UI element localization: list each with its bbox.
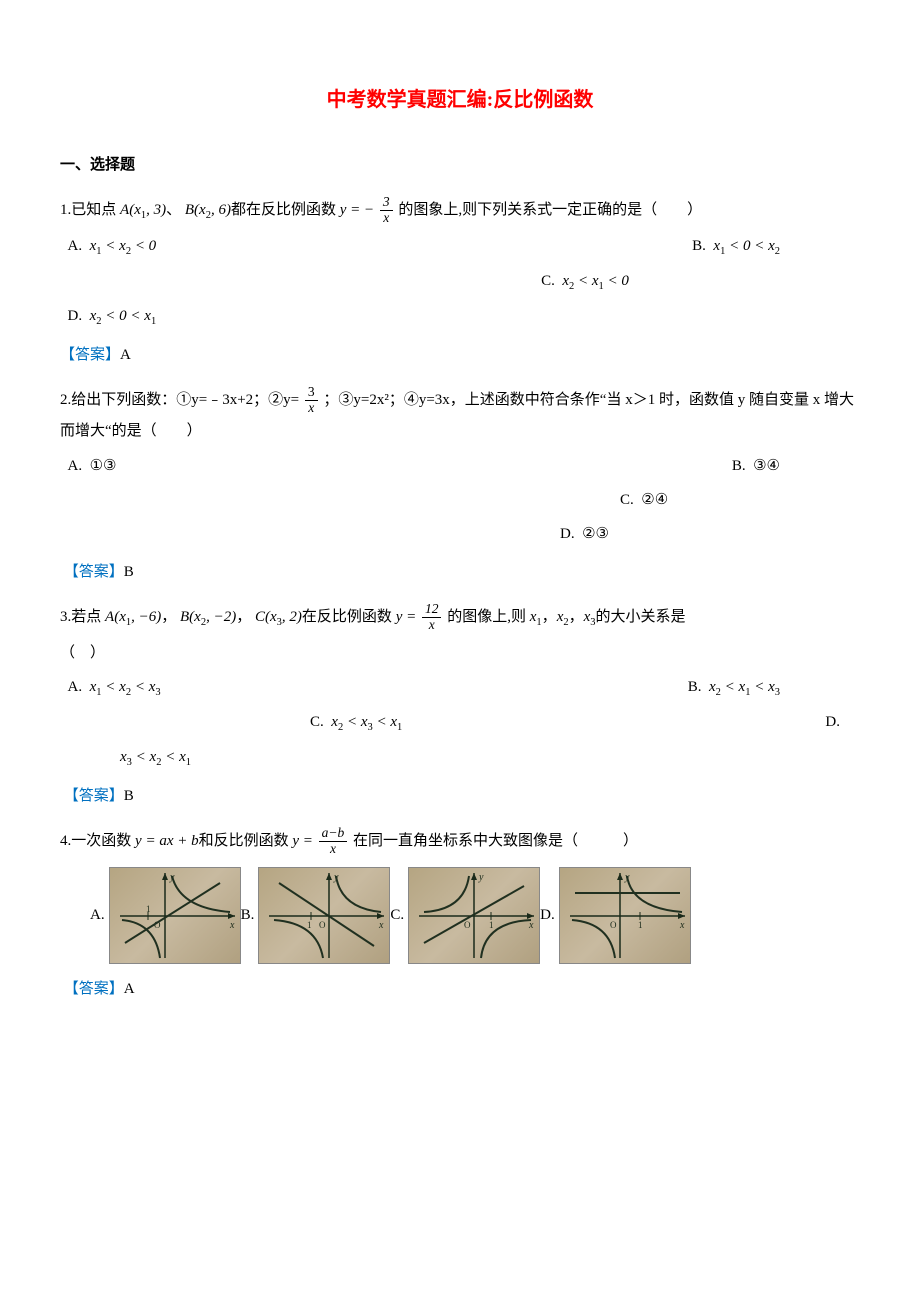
q4-func1: y = ax + b (135, 833, 199, 849)
q3-optB: B. x2 < x1 < x3 (688, 672, 780, 703)
svg-text:y: y (478, 872, 484, 883)
q2-optA: A. ①③ (60, 451, 117, 481)
q3-optD: x3 < x2 < x1 (120, 749, 191, 765)
q4-num: 4. (60, 833, 71, 849)
q2-row1: A. ①③ B. ③④ (60, 451, 860, 481)
q2-num: 2. (60, 392, 71, 408)
q3-row1: A. x1 < x2 < x3 B. x2 < x1 < x3 (60, 672, 860, 703)
svg-text:x: x (679, 920, 685, 931)
q4-optB-label: B. (241, 900, 255, 930)
q2-optC: C. ②④ (620, 492, 668, 508)
q3-optD-label: D. (825, 707, 840, 738)
svg-text:x: x (229, 920, 235, 931)
svg-text:1: 1 (489, 920, 494, 930)
q4-optC-label: C. (390, 900, 404, 930)
q3-optC: C. x2 < x3 < x1 (310, 707, 402, 738)
q3-answer: 【答案】B (60, 781, 860, 811)
q4-func2: y = a−bx (292, 833, 349, 849)
page-title: 中考数学真题汇编:反比例函数 (60, 80, 860, 120)
q1-optA: A. x1 < x2 < 0 (60, 231, 156, 262)
q4-graphA: x y O 1 (109, 867, 241, 964)
q2-row3: D. ②③ (60, 519, 860, 549)
svg-text:O: O (610, 920, 617, 930)
svg-text:1: 1 (638, 920, 643, 930)
q2-row2: C. ②④ (60, 485, 860, 515)
q1-optD: D. x2 < 0 < x1 (60, 308, 156, 324)
q4-graphD: x y O 1 (559, 867, 691, 964)
question-3: 3.若点 A(x1, −6)， B(x2, −2)， C(x3, 2)在反比例函… (60, 602, 860, 633)
q1-options-row3: D. x2 < 0 < x1 (60, 301, 860, 332)
q3-row3: x3 < x2 < x1 (60, 742, 860, 773)
q1-func: y = − 3x (340, 202, 395, 218)
q3-row2: C. x2 < x3 < x1 D. (60, 707, 860, 738)
q1-num: 1. (60, 202, 71, 218)
svg-text:x: x (378, 920, 384, 931)
q3-pointA: A(x1, −6) (105, 609, 161, 625)
q3-pointC: C(x3, 2) (255, 609, 302, 625)
question-1: 1.已知点 A(x1, 3)、 B(x2, 6)都在反比例函数 y = − 3x… (60, 195, 860, 226)
q1-pointA: A(x1, 3) (120, 202, 166, 218)
q3-optA: A. x1 < x2 < x3 (60, 672, 161, 703)
q4-graphs: A. x y O 1 B. x y O 1 (90, 867, 860, 964)
q1-options-row1: A. x1 < x2 < 0 B. x1 < 0 < x2 (60, 231, 860, 262)
q4-optA-label: A. (90, 900, 105, 930)
question-2: 2.给出下列函数：①y=﹣3x+2；②y= 3x ；③y=2x²；④y=3x，上… (60, 385, 860, 446)
q1-optB: B. x1 < 0 < x2 (692, 231, 780, 262)
q4-graphB: x y O 1 (258, 867, 390, 964)
q3-paren: （ ） (60, 638, 860, 668)
svg-text:O: O (464, 920, 471, 930)
q4-optD-label: D. (540, 900, 555, 930)
q4-graphC: x y O 1 (408, 867, 540, 964)
q2-answer: 【答案】B (60, 557, 860, 587)
section-heading: 一、选择题 (60, 150, 860, 180)
q2-optD: D. ②③ (560, 526, 609, 542)
svg-text:1: 1 (307, 920, 312, 930)
q1-pointB: B(x2, 6) (185, 202, 231, 218)
svg-text:O: O (319, 920, 326, 930)
q4-answer: 【答案】A (60, 974, 860, 1004)
question-4: 4.一次函数 y = ax + b和反比例函数 y = a−bx 在同一直角坐标… (60, 826, 860, 857)
q1-answer: 【答案】A (60, 340, 860, 370)
svg-text:x: x (528, 920, 534, 931)
q3-pointB: B(x2, −2) (180, 609, 236, 625)
q3-num: 3. (60, 609, 71, 625)
q1-options-row2: C. x2 < x1 < 0 (310, 266, 860, 297)
q1-optC: C. x2 < x1 < 0 (541, 273, 629, 289)
q3-func: y = 12x (396, 609, 444, 625)
q2-optB: B. ③④ (732, 451, 780, 481)
